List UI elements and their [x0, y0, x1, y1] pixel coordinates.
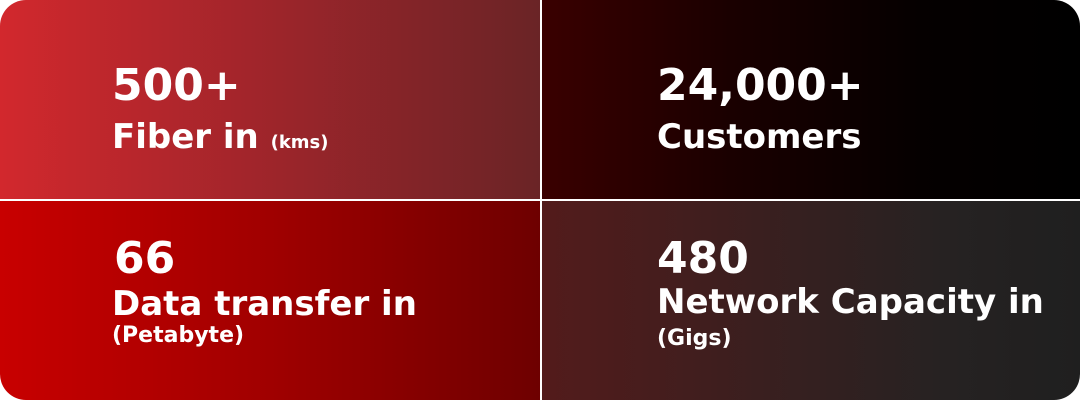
stat-card-customers: 24,000+ Customers: [542, 0, 1080, 199]
stat-card-network-capacity: 480 Network Capacity in (Gigs): [542, 201, 1080, 400]
stat-card-data-transfer: 66 Data transfer in (Petabyte): [0, 201, 540, 400]
stat-value: 500+: [112, 60, 241, 111]
stat-value: 66: [114, 233, 176, 284]
stat-unit: (kms): [270, 132, 329, 153]
stat-label-text: Fiber in: [112, 117, 259, 157]
stat-unit: (Petabyte): [112, 323, 245, 348]
stat-label: Fiber in (kms): [112, 120, 329, 154]
stat-value: 480: [657, 233, 749, 284]
stat-label: Network Capacity in: [657, 282, 1044, 322]
divider-horizontal: [0, 199, 1080, 201]
stat-unit: (Gigs): [657, 326, 732, 351]
stat-label: Data transfer in: [112, 284, 417, 324]
stat-value: 24,000+: [657, 60, 864, 111]
stat-label: Customers: [657, 117, 862, 157]
stat-card-fiber: 500+ Fiber in (kms): [0, 0, 540, 199]
